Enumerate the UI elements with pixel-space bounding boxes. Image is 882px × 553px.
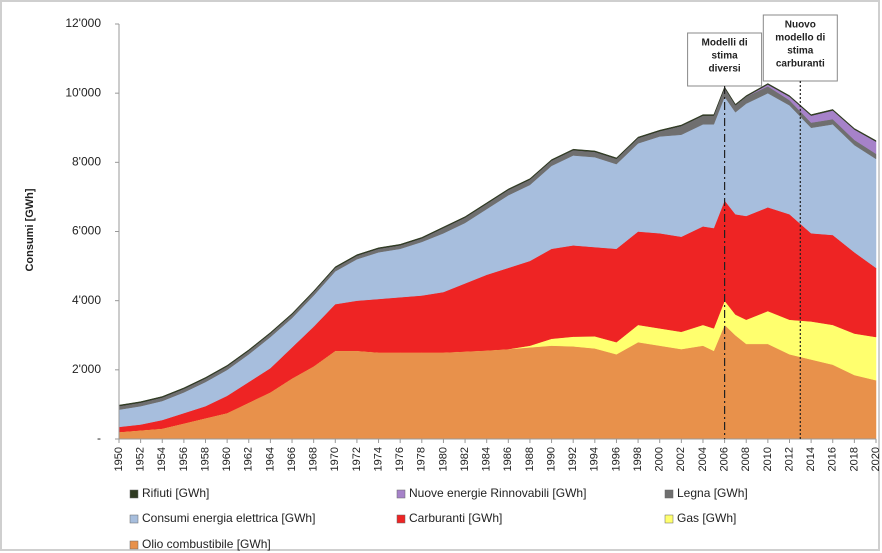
annotation-text: diversi [708, 64, 740, 75]
x-tick-label: 2012 [783, 447, 795, 471]
legend-label: Olio combustibile [GWh] [142, 537, 271, 551]
x-tick-label: 1976 [394, 447, 406, 471]
x-tick-label: 2014 [805, 447, 817, 471]
x-tick-label: 2000 [654, 447, 666, 471]
x-tick-label: 1992 [567, 447, 579, 471]
x-tick-label: 1974 [372, 447, 384, 471]
legend-swatch [396, 514, 406, 524]
legend-swatch [129, 540, 139, 550]
x-tick-label: 2018 [848, 447, 860, 471]
x-tick-label: 2010 [762, 447, 774, 471]
annotation-text: modello di [775, 33, 825, 44]
x-tick-label: 1988 [524, 447, 536, 471]
x-tick-label: 2008 [740, 447, 752, 471]
x-tick-label: 2006 [719, 447, 731, 471]
x-tick-label: 2002 [675, 447, 687, 471]
x-tick-label: 1980 [437, 447, 449, 471]
x-tick-label: 1968 [308, 447, 320, 471]
x-tick-label: 1996 [610, 447, 622, 471]
legend-swatch [129, 489, 139, 499]
x-tick-label: 1990 [545, 447, 557, 471]
annotation-text: Nuovo [785, 20, 816, 31]
x-tick-label: 1954 [156, 447, 168, 471]
x-tick-label: 2016 [827, 447, 839, 471]
x-tick-label: 1998 [632, 447, 644, 471]
x-tick-label: 1960 [221, 447, 233, 471]
areas [118, 83, 877, 440]
area [118, 83, 877, 407]
legend-swatch [664, 514, 674, 524]
x-tick-label: 2020 [870, 447, 882, 471]
legend-label: Carburanti [GWh] [409, 511, 502, 525]
x-tick-label: 1964 [264, 447, 276, 471]
x-tick-label: 1962 [243, 447, 255, 471]
legend-label: Rifiuti [GWh] [142, 486, 209, 500]
x-tick-label: 1958 [199, 447, 211, 471]
axes: - 2'000 4'000 6'000 8'000 10'000 12'000 1950 195… [65, 16, 882, 471]
legend-label: Gas [GWh] [677, 511, 736, 525]
x-tick-label: 1972 [351, 447, 363, 471]
x-tick-label: 1982 [459, 447, 471, 471]
annotation-text: Modelli di [702, 38, 748, 49]
x-tick-label: 1970 [329, 447, 341, 471]
x-tick-label: 1994 [589, 447, 601, 471]
y-tick-label: 10'000 [65, 85, 101, 99]
x-tick-label: 1950 [113, 447, 125, 471]
y-tick-label: 8'000 [72, 155, 101, 169]
x-tick-label: 1978 [416, 447, 428, 471]
y-tick-label: 2'000 [72, 362, 101, 376]
annotation-text: stima [712, 51, 739, 62]
y-axis-label: Consumi [GWh] [24, 188, 36, 271]
x-tick-label: 1966 [286, 447, 298, 471]
x-tick-label: 1986 [502, 447, 514, 471]
y-tick-label: 12'000 [65, 16, 101, 30]
legend-swatch [129, 514, 139, 524]
annotation-text: stima [787, 46, 814, 57]
y-tick-label: 6'000 [72, 224, 101, 238]
legend-label: Consumi energia elettrica [GWh] [142, 511, 315, 525]
legend-swatch [396, 489, 406, 499]
x-tick-label: 2004 [697, 447, 709, 471]
annotation-text: carburanti [776, 59, 825, 70]
y-tick-label: 4'000 [72, 293, 101, 307]
legend-swatch [664, 489, 674, 499]
legend-label: Legna [GWh] [677, 486, 748, 500]
x-tick-label: 1984 [481, 447, 493, 471]
y-tick-label: - [97, 431, 101, 445]
x-tick-label: 1956 [178, 447, 190, 471]
legend-label: Nuove energie Rinnovabili [GWh] [409, 486, 586, 500]
x-tick-label: 1952 [135, 447, 147, 471]
annotation-box [762, 14, 838, 82]
